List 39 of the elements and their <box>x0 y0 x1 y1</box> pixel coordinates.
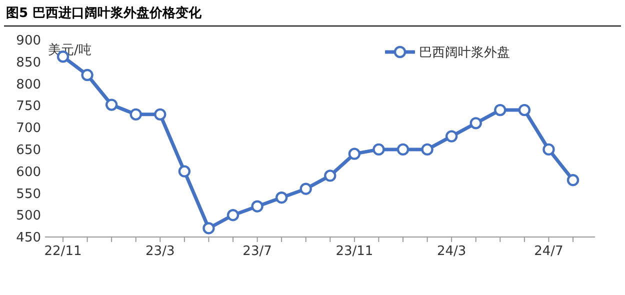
point <box>494 104 506 116</box>
point <box>130 108 142 121</box>
y-tick-label: 450 <box>16 230 41 246</box>
point <box>81 68 94 82</box>
point <box>372 143 385 156</box>
point <box>566 174 580 186</box>
point <box>470 117 482 130</box>
y-tick-label: 550 <box>16 186 41 202</box>
point <box>348 148 361 160</box>
legend-label: 巴西阔叶浆外盘 <box>419 46 510 61</box>
point <box>275 192 288 204</box>
point <box>226 209 240 222</box>
point <box>202 222 215 234</box>
point <box>154 108 166 121</box>
y-tick-label: 900 <box>16 34 41 49</box>
chart-title: 图5 巴西进口阔叶浆外盘价格变化 <box>6 5 203 21</box>
point <box>396 143 410 156</box>
point <box>542 143 555 156</box>
x-tick-label: 24/3 <box>436 244 466 259</box>
point <box>445 130 458 142</box>
point <box>300 182 312 195</box>
point <box>518 104 531 116</box>
point <box>105 98 118 111</box>
y-tick-label: 600 <box>16 164 41 180</box>
y-tick-label: 700 <box>16 121 41 136</box>
x-tick-label: 23/11 <box>336 244 374 259</box>
y-tick-label: 850 <box>16 55 41 70</box>
y-tick-label: 650 <box>16 142 41 158</box>
point <box>421 143 434 156</box>
y-tick-label: 800 <box>16 77 41 92</box>
point <box>251 200 264 212</box>
y-tick-label: 750 <box>16 99 41 114</box>
x-tick-label: 22/11 <box>44 244 82 259</box>
x-tick-label: 23/3 <box>146 244 175 259</box>
y-tick-label: 500 <box>16 208 41 224</box>
x-tick-label: 24/7 <box>534 244 564 259</box>
point <box>324 170 336 182</box>
point <box>178 165 191 178</box>
x-tick-label: 23/7 <box>242 244 272 259</box>
